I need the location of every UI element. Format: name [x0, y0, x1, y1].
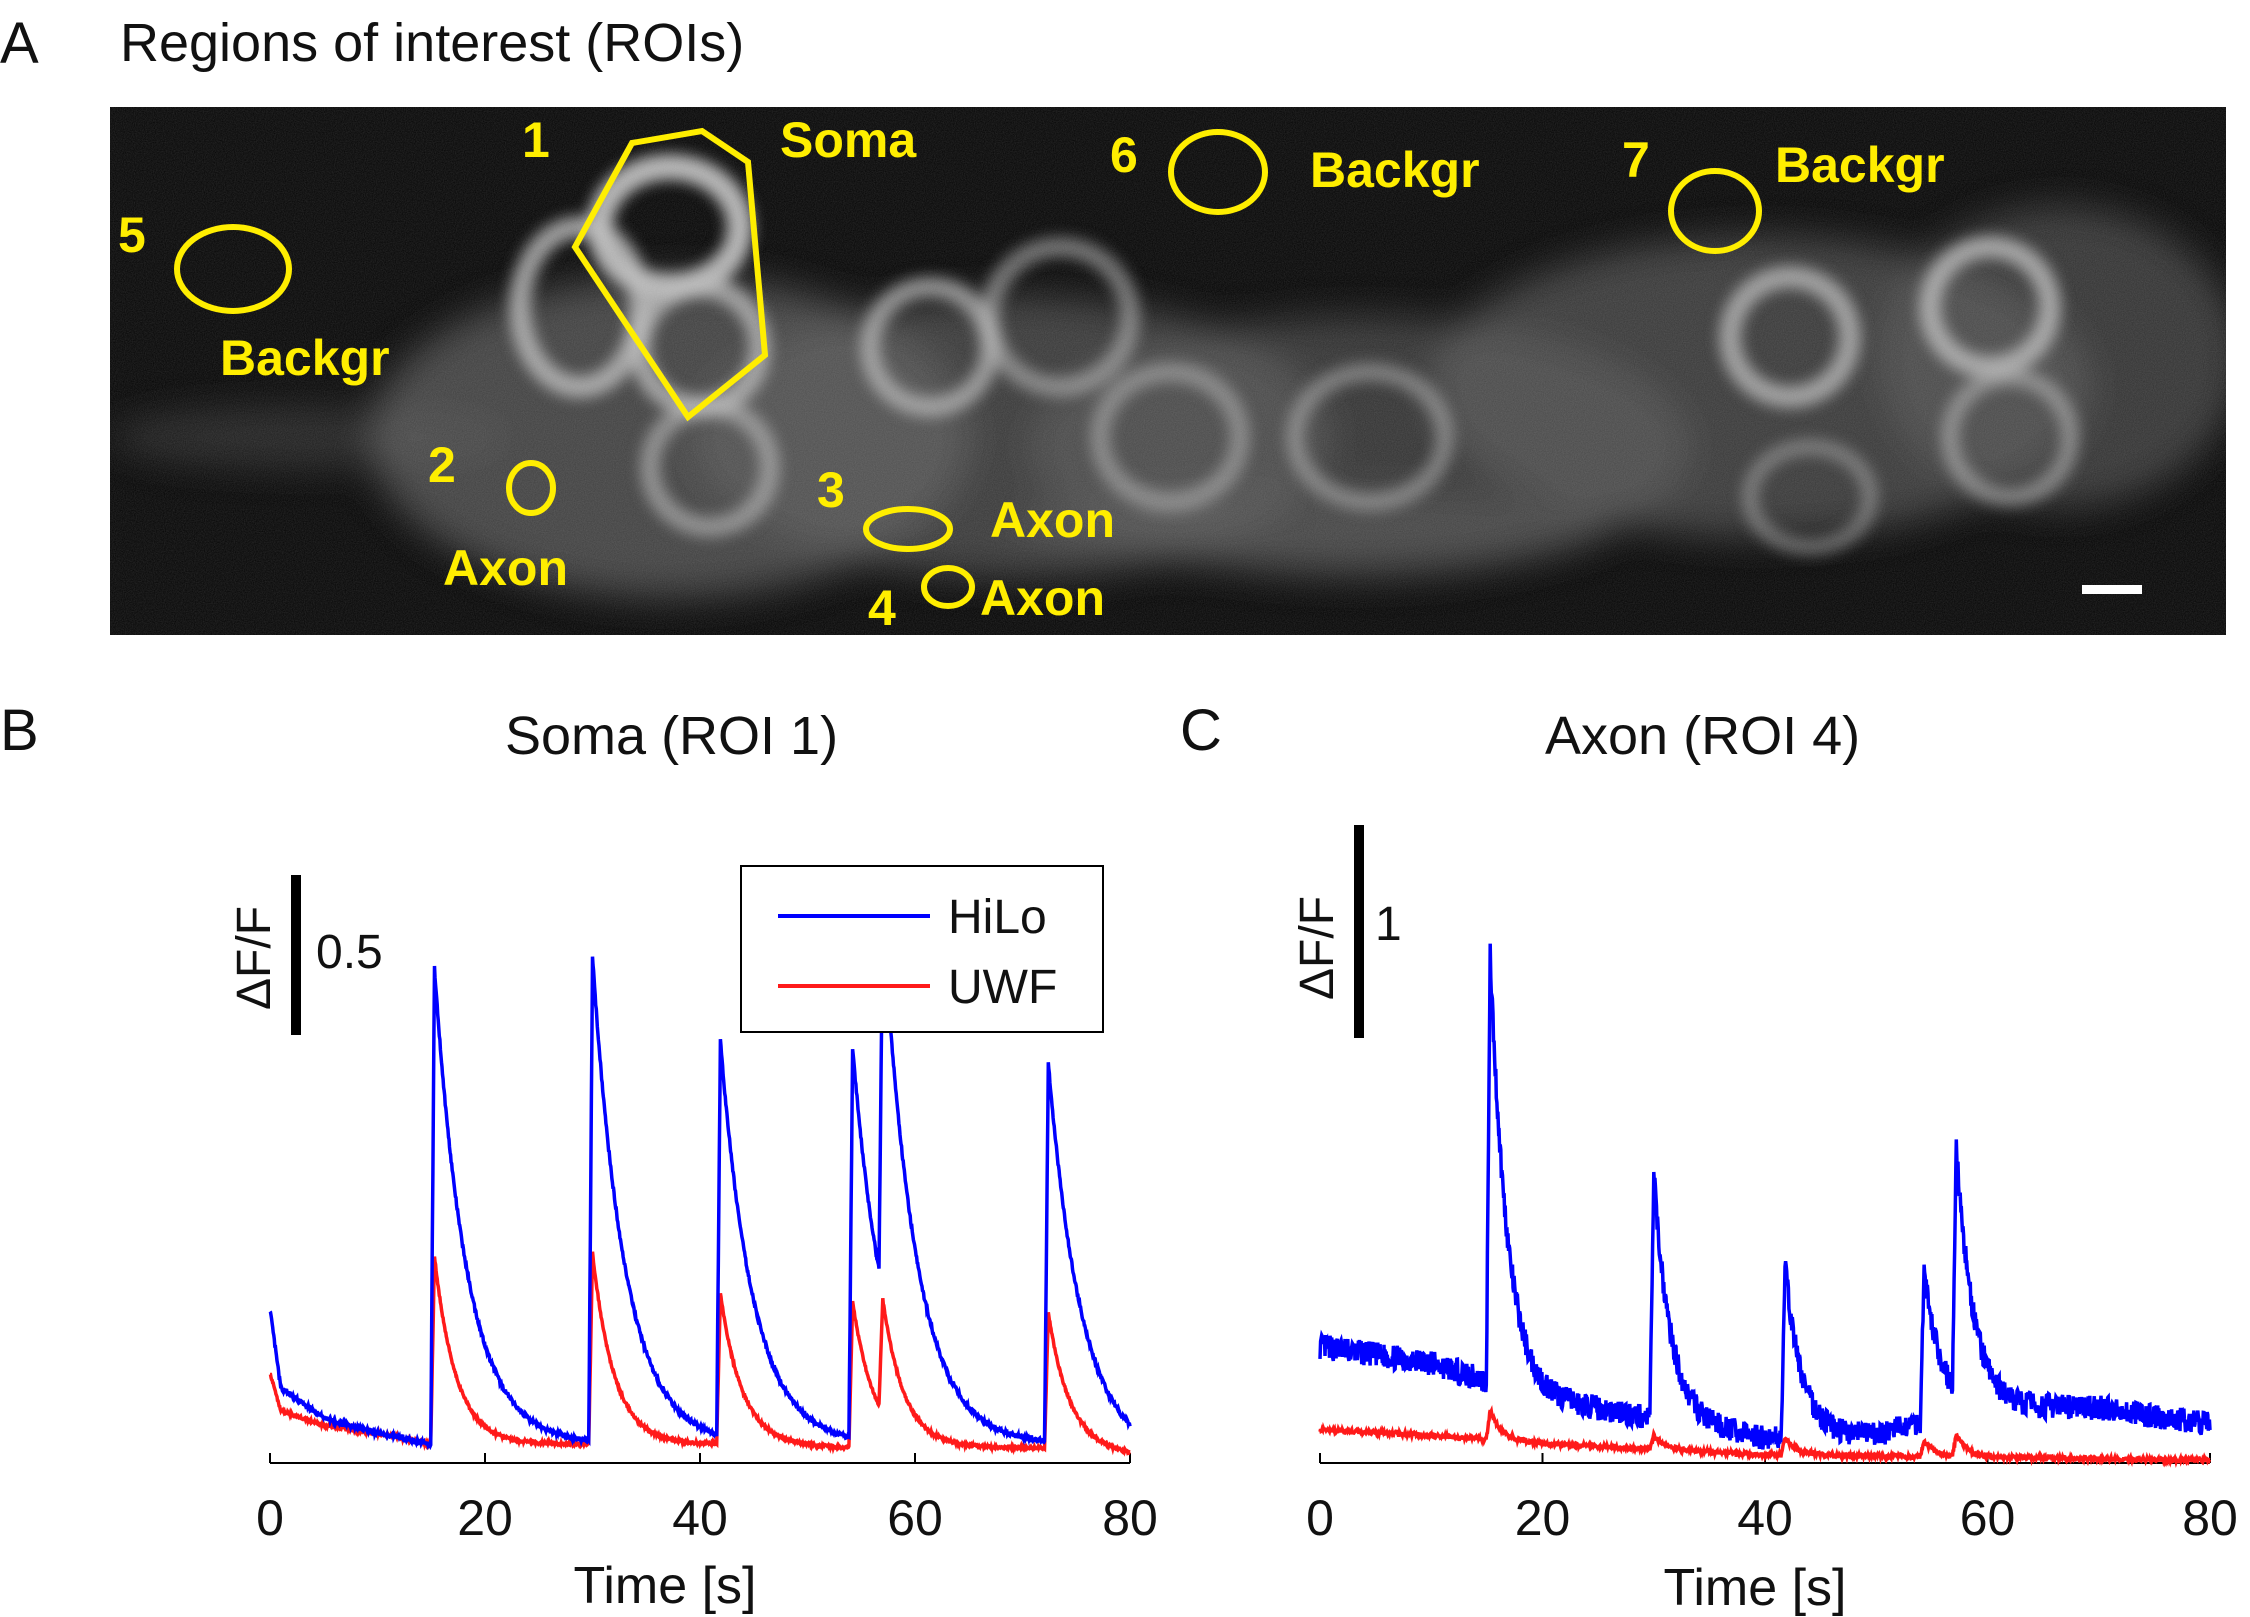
- axon-x-label: Time [s]: [1664, 1559, 1847, 1617]
- roi-1-number: 1: [522, 112, 550, 168]
- roi-4-outline[interactable]: [921, 565, 975, 609]
- soma-scale-value: 0.5: [316, 926, 383, 979]
- roi-5-outline[interactable]: [174, 224, 292, 314]
- panel-b-title: Soma (ROI 1): [505, 706, 839, 766]
- b-xticks-tick-label: 20: [457, 1490, 513, 1546]
- panel-b-letter: B: [0, 698, 39, 763]
- roi-1-soma-outline[interactable]: [571, 127, 769, 422]
- c-xticks-tick-label: 20: [1515, 1490, 1571, 1546]
- roi-7-number: 7: [1622, 132, 1650, 188]
- roi-7-outline[interactable]: [1668, 168, 1762, 254]
- axon-scale-ylabel: ΔF/F: [1291, 896, 1344, 1000]
- roi-5-label: Backgr: [220, 330, 390, 386]
- c-xticks-tick-label: 80: [2182, 1490, 2238, 1546]
- image-scale-bar: [2082, 585, 2142, 594]
- roi-5-number: 5: [118, 207, 146, 263]
- panel-a-letter: A: [0, 11, 39, 76]
- panel-a-title: Regions of interest (ROIs): [120, 13, 745, 73]
- roi-overlays: [174, 127, 1762, 609]
- legend-uwf-label: UWF: [948, 961, 1057, 1014]
- roi-1-label: Soma: [780, 112, 917, 168]
- b-xticks-tick-label: 0: [256, 1490, 284, 1546]
- roi-3-label: Axon: [990, 492, 1115, 548]
- b-xticks-tick-label: 80: [1102, 1490, 1158, 1546]
- axon-scale-value: 1: [1375, 898, 1402, 951]
- c-xticks-tick-label: 60: [1960, 1490, 2016, 1546]
- soma-scale-ylabel: ΔF/F: [228, 906, 281, 1010]
- roi-2-outline[interactable]: [506, 460, 556, 516]
- roi-2-label: Axon: [443, 540, 568, 596]
- roi-4-label: Axon: [980, 570, 1105, 626]
- b-xticks-tick-label: 40: [672, 1490, 728, 1546]
- panel-c-title: Axon (ROI 4): [1545, 706, 1861, 766]
- b-xticks-tick-label: 60: [887, 1490, 943, 1546]
- c-xticks-tick-label: 0: [1306, 1490, 1334, 1546]
- axon-hilo-trace: [1318, 943, 2212, 1450]
- microscopy-image: 1 Soma 2 Axon 3 Axon 4 Axon 5 Backgr 6 B…: [110, 107, 2226, 635]
- panel-c-letter: C: [1180, 698, 1222, 763]
- legend-hilo-label: HiLo: [948, 891, 1047, 944]
- roi-6-label: Backgr: [1310, 142, 1480, 198]
- roi-4-number: 4: [868, 580, 896, 635]
- roi-2-number: 2: [428, 437, 456, 493]
- c-xticks-tick-label: 40: [1737, 1490, 1793, 1546]
- roi-7-label: Backgr: [1775, 137, 1945, 193]
- roi-3-outline[interactable]: [863, 506, 953, 552]
- soma-hilo-trace: [268, 912, 1132, 1451]
- soma-x-label: Time [s]: [574, 1557, 757, 1615]
- roi-6-number: 6: [1110, 127, 1138, 183]
- axon-uwf-trace: [1318, 1404, 2212, 1469]
- roi-6-outline[interactable]: [1168, 129, 1268, 215]
- roi-3-number: 3: [817, 462, 845, 518]
- soma-legend: HiLo UWF: [740, 865, 1104, 1033]
- microscopy-svg: 1 Soma 2 Axon 3 Axon 4 Axon 5 Backgr 6 B…: [110, 107, 2226, 635]
